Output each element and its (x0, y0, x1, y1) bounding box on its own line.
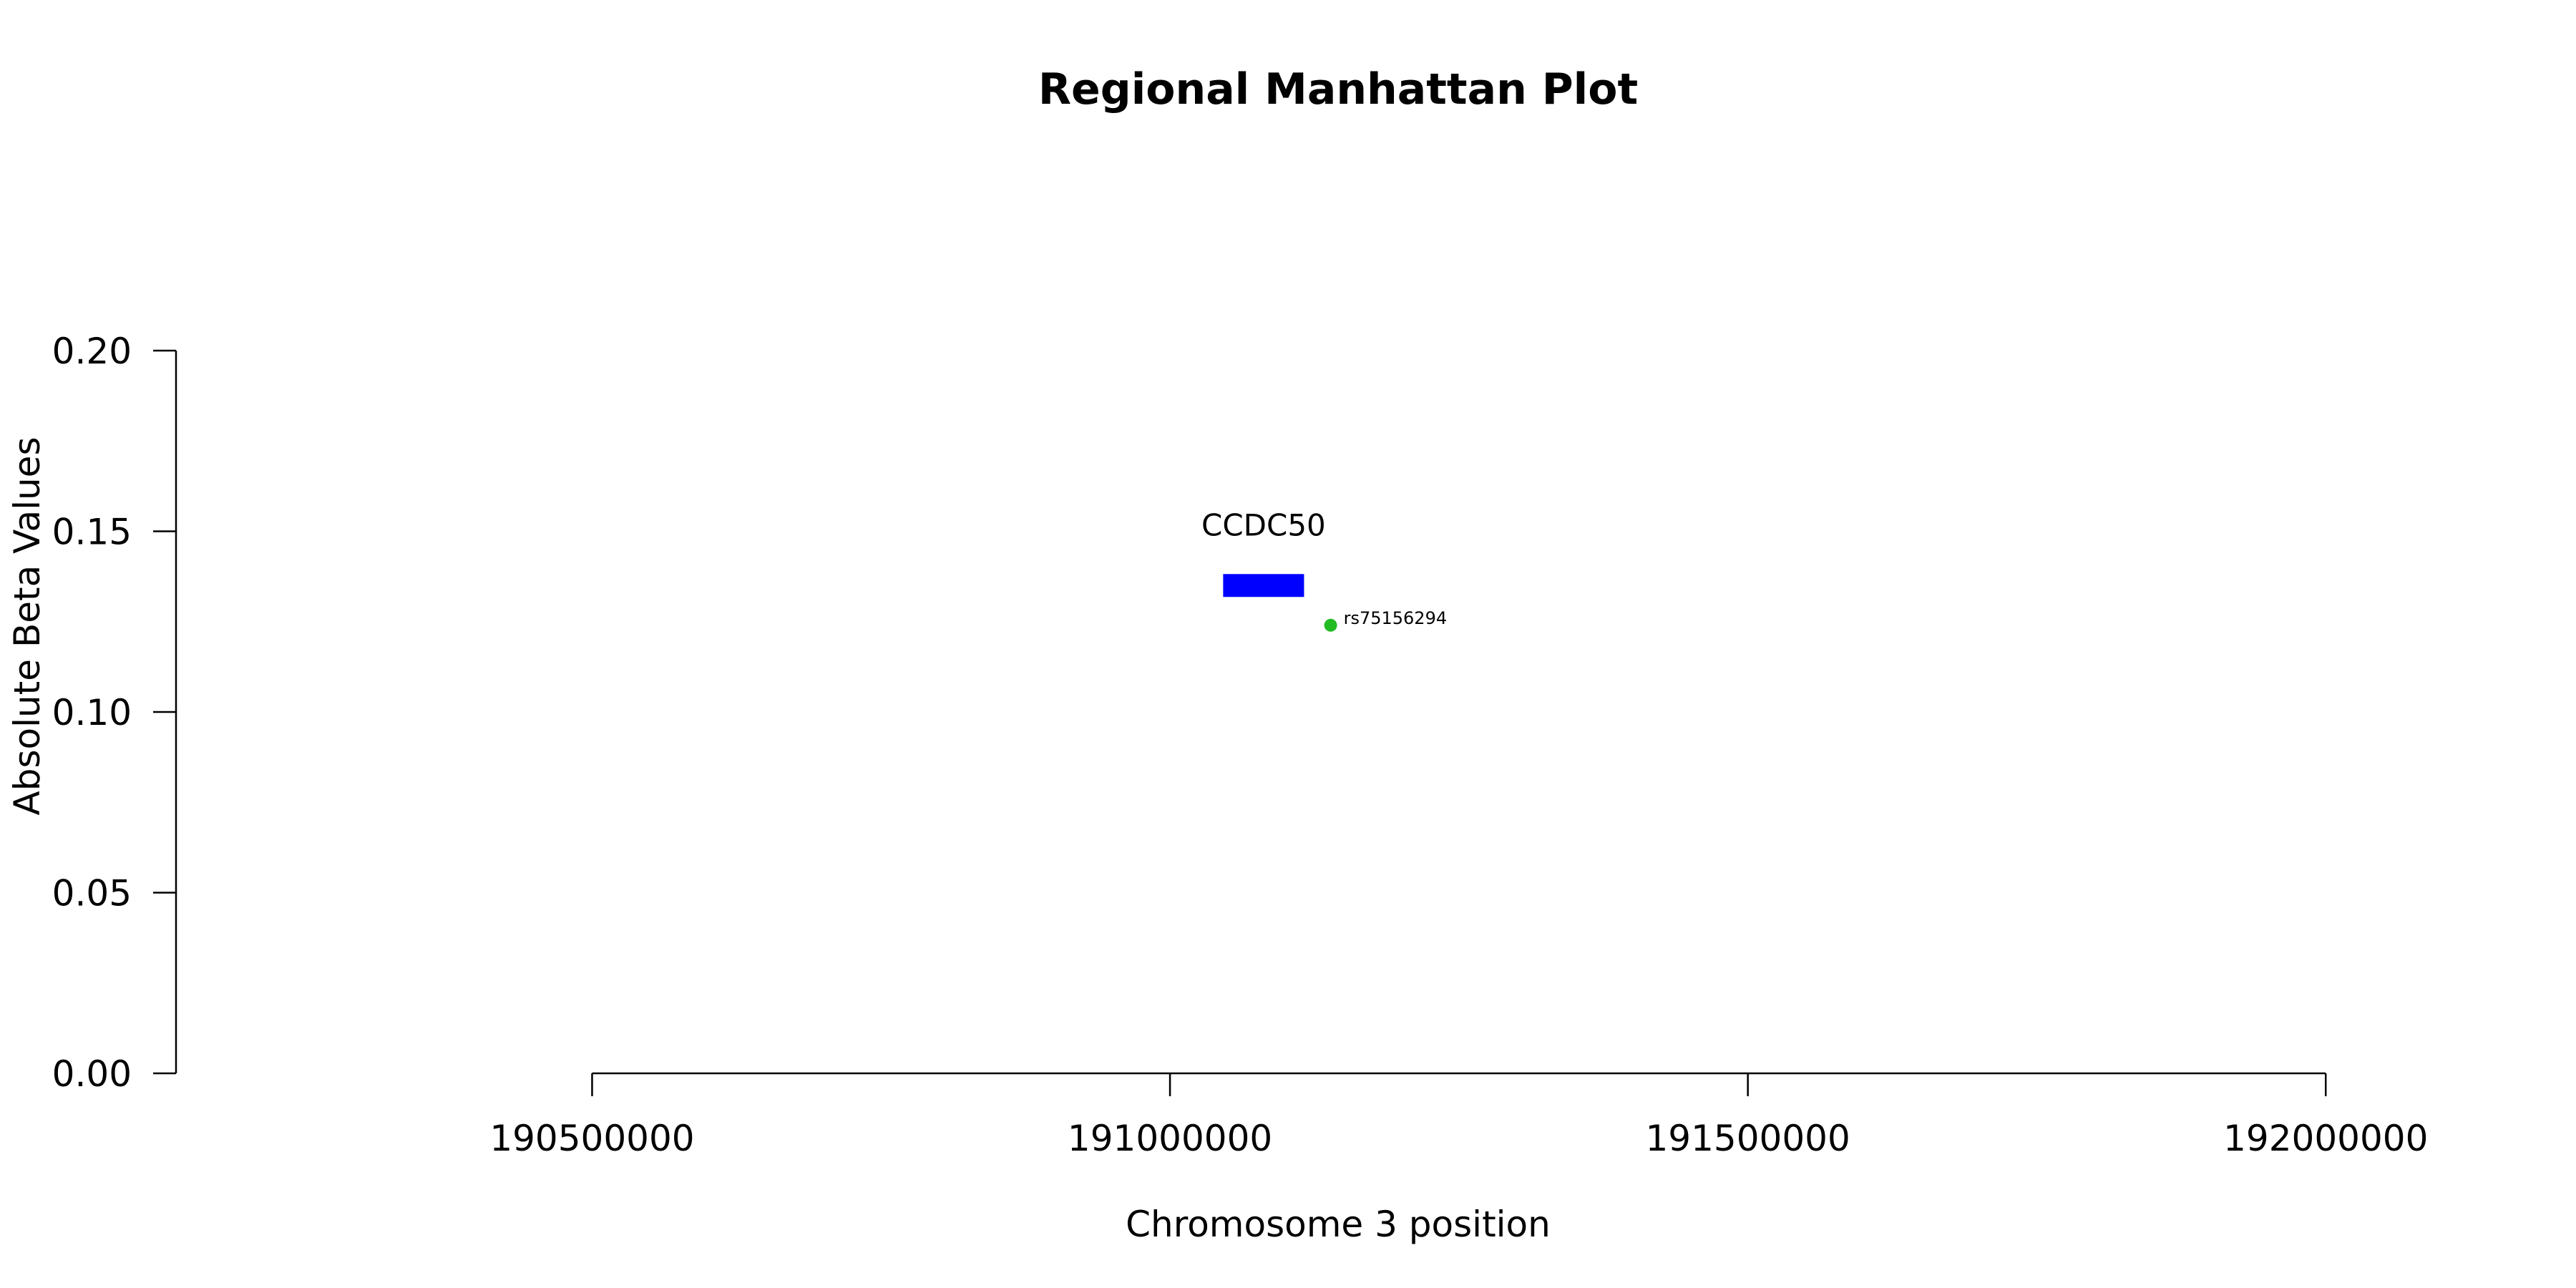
snp-point (1324, 618, 1337, 632)
y-axis-label: Absolute Beta Values (6, 437, 48, 816)
x-tick-label: 190500000 (489, 1118, 694, 1159)
y-tick-label: 0.20 (52, 331, 132, 372)
x-tick-label: 192000000 (2223, 1118, 2428, 1159)
x-tick-label: 191500000 (1646, 1118, 1850, 1159)
gene-bar (1223, 574, 1304, 597)
y-tick-label: 0.10 (52, 692, 132, 733)
gene-label: CCDC50 (1201, 507, 1326, 542)
snp-label: rs75156294 (1344, 608, 1448, 628)
chart-title: Regional Manhattan Plot (1038, 64, 1638, 114)
y-tick-label: 0.05 (52, 873, 132, 914)
x-tick-label: 191000000 (1068, 1118, 1272, 1159)
plot-marks: CCDC50 rs75156294 (1201, 507, 1447, 632)
y-tick-label: 0.15 (52, 512, 132, 553)
y-tick-label: 0.00 (52, 1053, 132, 1095)
x-axis-label: Chromosome 3 position (1126, 1204, 1551, 1245)
axes: 0.00 0.05 0.10 0.15 0.20 190500000 191000000 19… (52, 331, 2429, 1159)
